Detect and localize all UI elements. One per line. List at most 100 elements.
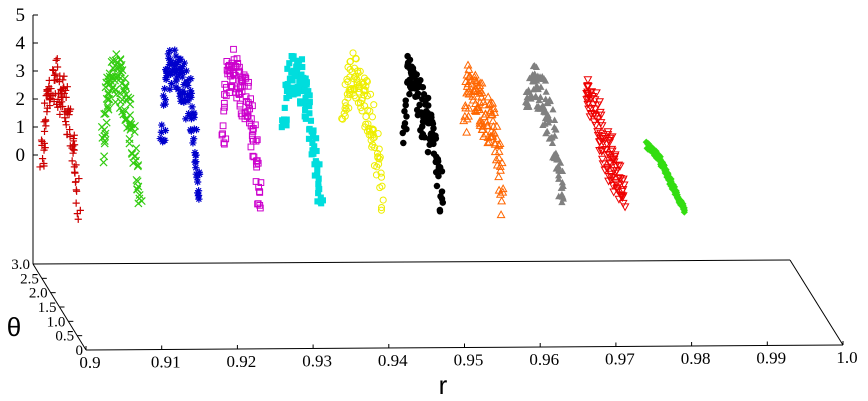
data-point [375, 160, 383, 168]
data-point [614, 161, 624, 170]
data-point [42, 117, 50, 125]
data-point [652, 147, 660, 155]
data-point [284, 80, 291, 88]
data-point [247, 143, 255, 151]
data-point [286, 92, 293, 99]
data-point [157, 128, 165, 136]
data-point [174, 85, 182, 94]
x-tick-label: 0.93 [302, 352, 332, 371]
data-point [255, 183, 263, 191]
data-point [596, 119, 606, 128]
series-group [399, 52, 447, 215]
data-point [479, 112, 489, 121]
data-point [498, 184, 508, 193]
y-tick-label: 3.0 [11, 257, 30, 273]
data-point [219, 130, 226, 138]
right-depth-edge [789, 259, 844, 346]
data-point [170, 65, 178, 73]
data-point [253, 136, 261, 144]
data-point [471, 106, 481, 115]
data-point [481, 117, 491, 126]
data-point [166, 56, 174, 64]
data-point [680, 208, 688, 216]
data-point [312, 158, 319, 165]
data-point [38, 155, 47, 163]
data-point [219, 122, 227, 130]
data-point [308, 128, 315, 135]
data-point [177, 55, 185, 63]
data-point [306, 103, 313, 110]
data-point [47, 92, 55, 100]
data-point [463, 60, 473, 69]
data-point [182, 67, 191, 75]
data-point [133, 162, 142, 171]
data-point [585, 113, 595, 122]
data-point [65, 107, 74, 115]
data-point [191, 151, 200, 159]
x-tick-label: 0.92 [227, 352, 257, 371]
data-point [195, 170, 204, 178]
z-tick-label: 2 [16, 89, 26, 110]
data-point [421, 134, 428, 141]
data-point [293, 63, 300, 70]
series-group [156, 46, 204, 203]
data-point [254, 200, 262, 208]
data-point [366, 90, 375, 98]
data-point [69, 149, 77, 157]
data-point [428, 114, 435, 121]
data-point [366, 107, 374, 115]
data-point [464, 103, 474, 112]
data-point [61, 114, 69, 122]
data-point [303, 81, 310, 88]
data-point [370, 133, 378, 142]
data-point [424, 148, 432, 156]
data-point [220, 99, 228, 107]
data-point [475, 104, 484, 113]
data-point [40, 99, 49, 107]
data-point [552, 125, 560, 133]
data-point [354, 67, 362, 75]
data-point [252, 121, 259, 129]
data-point [414, 90, 422, 97]
data-point [62, 117, 70, 126]
data-point [47, 84, 55, 93]
data-point [550, 116, 559, 123]
data-point [73, 210, 81, 218]
data-point [108, 85, 117, 94]
data-point [218, 131, 226, 139]
data-point [244, 108, 252, 115]
data-point [532, 63, 541, 70]
data-point [190, 135, 198, 143]
data-point [605, 153, 615, 162]
data-point [56, 110, 64, 119]
data-point [281, 104, 288, 111]
data-point [362, 120, 370, 128]
data-point [111, 85, 120, 94]
data-point [469, 72, 479, 81]
data-point [52, 70, 60, 78]
data-point [130, 121, 139, 130]
data-point [187, 93, 195, 101]
data-point [194, 189, 202, 197]
data-point [358, 96, 366, 105]
data-point [616, 175, 626, 184]
data-point [460, 101, 470, 110]
data-point [313, 147, 320, 155]
data-point [559, 182, 567, 189]
series-group [459, 60, 508, 219]
data-point [236, 63, 243, 71]
data-point [166, 85, 174, 93]
data-point [418, 123, 426, 130]
data-point [598, 133, 607, 142]
data-point [236, 100, 244, 108]
tick-labels: 0.9 0.91 0.92 0.93 0.94 0.95 0.96 0.97 0.98 0.99 1… [11, 5, 857, 372]
data-point [43, 90, 51, 98]
data-point [102, 94, 111, 103]
data-point [310, 150, 317, 157]
data-point [377, 173, 386, 181]
data-point [436, 208, 444, 215]
data-point [283, 88, 291, 95]
data-point [184, 97, 192, 105]
data-point [74, 215, 82, 223]
data-point [162, 74, 170, 82]
